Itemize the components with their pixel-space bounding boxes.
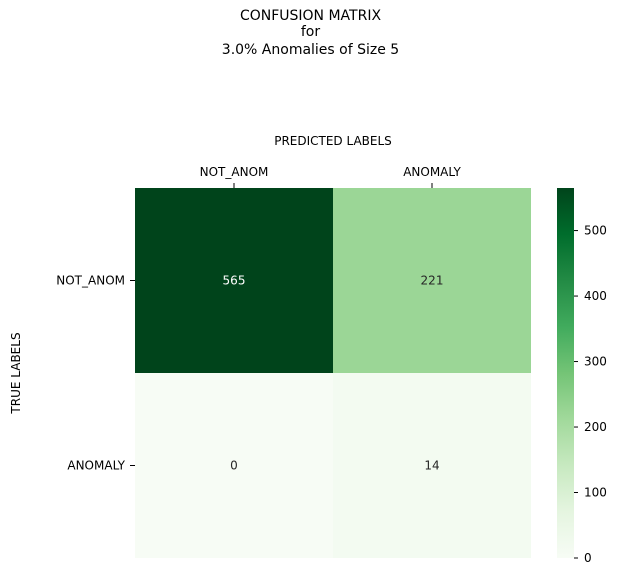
heatmap-cell-r1-c0 — [135, 373, 333, 558]
y-tick-label-0: NOT_ANOM — [56, 274, 125, 288]
colorbar-tick-label-3: 300 — [584, 355, 607, 369]
colorbar-tick-label-5: 500 — [584, 224, 607, 238]
cell-value-r1-c1: 14 — [424, 459, 439, 473]
colorbar-tick-label-2: 200 — [584, 420, 607, 434]
x-axis-label: PREDICTED LABELS — [274, 134, 392, 148]
y-tick-label-1: ANOMALY — [67, 459, 125, 473]
colorbar-tick-label-0: 0 — [584, 551, 592, 565]
heatmap-cell-r0-c1 — [333, 188, 531, 373]
y-axis-label: TRUE LABELS — [9, 332, 23, 414]
cell-value-r0-c1: 221 — [421, 274, 444, 288]
colorbar-tick-label-1: 100 — [584, 486, 607, 500]
x-tick-label-0: NOT_ANOM — [200, 165, 269, 179]
chart-title-line-1: CONFUSION MATRIX — [239, 8, 382, 24]
heatmap-cell-r0-c0 — [135, 188, 333, 373]
x-tick-label-1: ANOMALY — [403, 165, 461, 179]
chart-title-line-2: for — [300, 24, 321, 40]
colorbar — [557, 188, 574, 558]
colorbar-tick-label-4: 400 — [584, 289, 607, 303]
chart-title-line-3: 3.0% Anomalies of Size 5 — [221, 42, 400, 58]
cell-value-r0-c0: 565 — [223, 274, 246, 288]
heatmap-cell-r1-c1 — [333, 373, 531, 558]
cell-value-r1-c0: 0 — [230, 459, 238, 473]
